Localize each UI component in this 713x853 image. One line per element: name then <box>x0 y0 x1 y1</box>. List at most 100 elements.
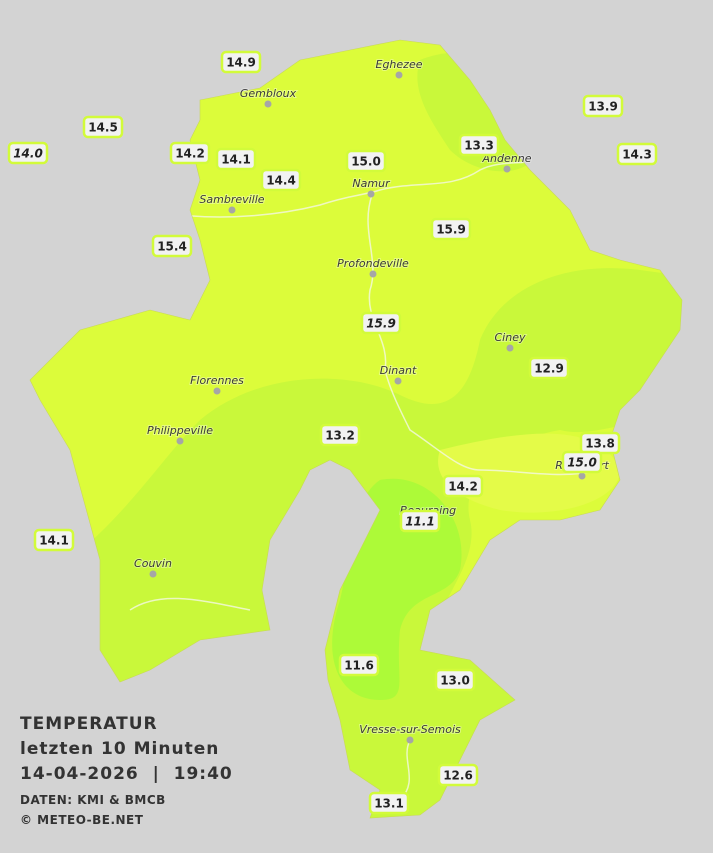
station: 14.1 <box>33 528 75 552</box>
station: 14.3 <box>616 142 658 166</box>
station-box <box>33 528 75 552</box>
stations: 14.9 14.5 14.0 14.2 14.1 14.4 15.0 13.3 13.9 14.3… <box>7 50 658 815</box>
station-value: 14.2 <box>175 147 205 161</box>
station-value: 13.8 <box>585 437 615 451</box>
station: 14.9 <box>220 50 262 74</box>
city-dot <box>369 270 377 278</box>
city-label: Philippeville <box>147 424 213 437</box>
station-value: 14.9 <box>226 56 256 70</box>
station-value: 15.0 <box>567 456 597 470</box>
station-box <box>169 141 211 165</box>
station: 13.8 <box>579 431 621 455</box>
station: 13.3 <box>458 133 500 157</box>
province-border <box>29 39 683 819</box>
station-value: 11.1 <box>405 515 435 529</box>
station: 11.1 <box>399 509 441 533</box>
station-value: 14.2 <box>448 480 478 494</box>
city-label: Sambreville <box>199 193 264 206</box>
station-value: 15.0 <box>351 155 381 169</box>
station: 12.9 <box>528 356 570 380</box>
legend: TEMPERATUR letzten 10 Minuten 14-04-2026… <box>20 714 233 827</box>
station: 14.4 <box>260 168 302 192</box>
city-dot <box>406 736 414 744</box>
station-value: 15.4 <box>157 240 187 254</box>
station: 13.9 <box>582 94 624 118</box>
station-box <box>442 474 484 498</box>
city-dot <box>264 100 272 108</box>
city-dot <box>149 570 157 578</box>
station-box <box>368 791 410 815</box>
station-value: 12.9 <box>534 362 564 376</box>
station: 13.2 <box>319 423 361 447</box>
city-label: Eghezee <box>376 58 423 71</box>
station-box <box>345 149 387 173</box>
legend-title: TEMPERATUR <box>20 714 158 734</box>
cities: EghezeeGemblouxAndenneNamurSambrevillePr… <box>133 57 610 744</box>
city-dot <box>506 344 514 352</box>
station: 14.5 <box>82 115 124 139</box>
station-box <box>582 94 624 118</box>
station-value: 14.1 <box>221 153 251 167</box>
city-label: Dinant <box>380 364 417 377</box>
station-value: 13.0 <box>440 674 470 688</box>
station-box <box>458 133 500 157</box>
station: 13.1 <box>368 791 410 815</box>
city-label: Couvin <box>134 557 172 570</box>
station-box <box>561 450 603 474</box>
city-dot <box>228 206 236 214</box>
station-value: 14.4 <box>266 174 296 188</box>
station: 15.9 <box>360 311 402 335</box>
station-box <box>82 115 124 139</box>
station: 15.0 <box>345 149 387 173</box>
station-box <box>437 763 479 787</box>
station-value: 15.9 <box>366 317 396 331</box>
station-box <box>215 147 257 171</box>
legend-datetime: 14-04-2026 | 19:40 <box>20 764 233 784</box>
station: 15.0 <box>561 450 603 474</box>
station-box <box>434 668 476 692</box>
city-dot <box>578 472 586 480</box>
station-value: 13.3 <box>464 139 494 153</box>
city-label: Gembloux <box>240 87 297 100</box>
station-box <box>616 142 658 166</box>
station: 11.6 <box>338 653 380 677</box>
station-value: 14.3 <box>622 148 652 162</box>
city-label: Vresse-sur-Semois <box>359 723 461 736</box>
legend-copyright: © METEO-BE.NET <box>20 813 144 827</box>
city-dot <box>395 71 403 79</box>
station-value: 14.1 <box>39 534 69 548</box>
station-box <box>151 234 193 258</box>
station-value: 13.9 <box>588 100 618 114</box>
city-label: Namur <box>352 177 391 190</box>
station: 14.2 <box>442 474 484 498</box>
station: 15.9 <box>430 217 472 241</box>
station: 13.0 <box>434 668 476 692</box>
station-value: 15.9 <box>436 223 466 237</box>
station-box <box>430 217 472 241</box>
station-box <box>399 509 441 533</box>
city-dot <box>176 437 184 445</box>
station-box <box>338 653 380 677</box>
station-value: 14.5 <box>88 121 118 135</box>
station-box <box>528 356 570 380</box>
station: 12.6 <box>437 763 479 787</box>
city-label: Florennes <box>190 374 244 387</box>
station: 14.2 <box>169 141 211 165</box>
city-dot <box>213 387 221 395</box>
city-label: Profondeville <box>337 257 409 270</box>
legend-period: letzten 10 Minuten <box>20 739 219 759</box>
station-value: 11.6 <box>344 659 374 673</box>
station-box <box>7 141 49 165</box>
station: 14.0 <box>7 141 49 165</box>
station-box <box>360 311 402 335</box>
city-dot <box>367 190 375 198</box>
city-dot <box>503 165 511 173</box>
station-value: 13.2 <box>325 429 355 443</box>
legend-source: DATEN: KMI & BMCB <box>20 793 166 807</box>
station: 14.1 <box>215 147 257 171</box>
station-box <box>220 50 262 74</box>
city-label: Ciney <box>495 331 526 344</box>
station-box <box>260 168 302 192</box>
